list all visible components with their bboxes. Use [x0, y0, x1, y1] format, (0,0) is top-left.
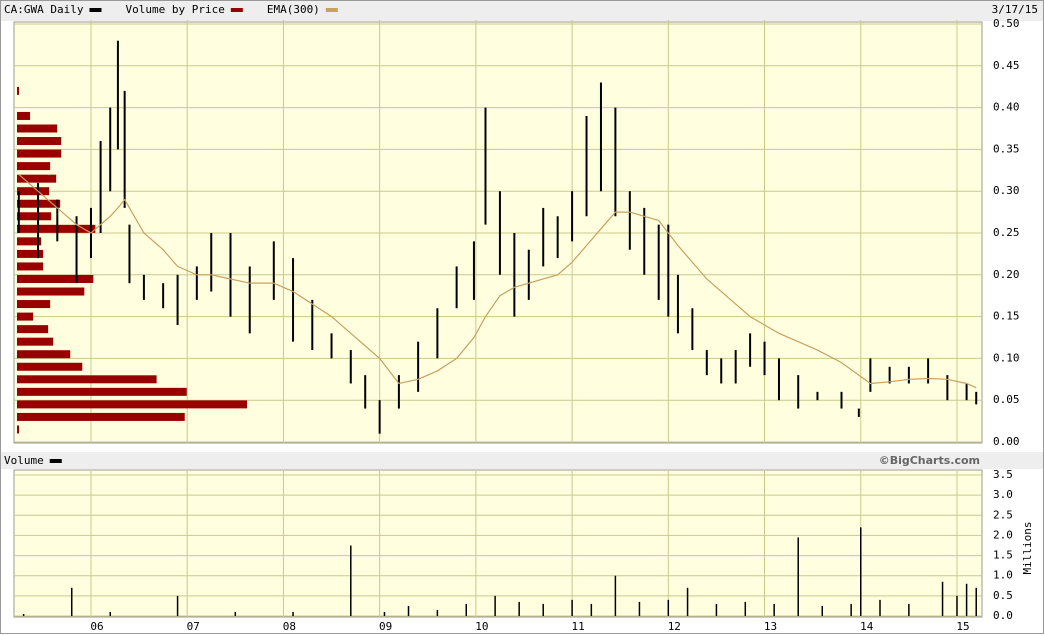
- volume-by-price-bar: [17, 149, 62, 158]
- volume-by-price-bar: [17, 86, 20, 95]
- y-tick-label: 0.25: [993, 226, 1020, 239]
- volume-by-price-bar: [17, 425, 20, 434]
- volume-by-price-bar: [17, 124, 58, 133]
- volume-by-price-bar: [17, 287, 85, 296]
- x-tick-label: 11: [571, 620, 584, 633]
- volume-header-bar: [1, 452, 1043, 469]
- volume-by-price-bar: [17, 400, 247, 409]
- x-tick-label: 15: [956, 620, 969, 633]
- y-tick-label: 0.5: [993, 589, 1013, 602]
- legend-label: Volume: [4, 454, 44, 467]
- x-tick-label: 07: [187, 620, 200, 633]
- y-axis-label: Millions: [1021, 522, 1034, 575]
- legend-swatch: [49, 459, 62, 463]
- x-tick-label: 12: [668, 620, 681, 633]
- volume-by-price-bar: [17, 300, 51, 309]
- volume-by-price-bar: [17, 387, 187, 396]
- y-tick-label: 0.35: [993, 142, 1020, 155]
- x-tick-label: 10: [475, 620, 488, 633]
- volume-by-price-bar: [17, 212, 52, 221]
- volume-by-price-bar: [17, 325, 49, 334]
- x-tick-label: 13: [764, 620, 777, 633]
- volume-plot: [13, 469, 983, 618]
- y-tick-label: 1.0: [993, 569, 1013, 582]
- y-tick-label: 2.5: [993, 508, 1013, 521]
- volume-by-price-bar: [17, 137, 62, 146]
- y-tick-label: 0.30: [993, 184, 1020, 197]
- volume-by-price-bar: [17, 262, 44, 271]
- volume-by-price-bar: [17, 350, 71, 359]
- volume-by-price-bar: [17, 249, 44, 258]
- legend-swatch: [89, 8, 102, 12]
- volume-by-price-bar: [17, 237, 42, 246]
- credit: ©BigCharts.com: [879, 454, 980, 467]
- y-tick-label: 3.5: [993, 468, 1013, 481]
- y-tick-label: 0.0: [993, 609, 1013, 622]
- ema-line: [18, 174, 977, 389]
- y-tick-label: 0.50: [993, 17, 1020, 30]
- volume-by-price-bar: [17, 312, 34, 321]
- y-tick-label: 0.00: [993, 435, 1020, 448]
- header-bar: [1, 1, 1043, 21]
- legend-swatch: [230, 8, 243, 12]
- volume-by-price-bar: [17, 174, 57, 183]
- y-tick-label: 1.5: [993, 549, 1013, 562]
- y-tick-label: 3.0: [993, 488, 1013, 501]
- x-tick-label: 08: [283, 620, 296, 633]
- y-tick-label: 2.0: [993, 528, 1013, 541]
- x-tick-label: 09: [379, 620, 392, 633]
- volume-by-price-bar: [17, 412, 185, 421]
- y-tick-label: 0.05: [993, 393, 1020, 406]
- legend-swatch: [325, 8, 338, 12]
- volume-by-price-bar: [17, 162, 51, 171]
- legend-label: CA:GWA Daily: [4, 3, 84, 16]
- volume-by-price-bar: [17, 224, 96, 233]
- volume-by-price-bar: [17, 274, 94, 283]
- x-tick-label: 06: [90, 620, 103, 633]
- volume-by-price-bar: [17, 187, 50, 196]
- y-tick-label: 0.15: [993, 310, 1020, 323]
- legend-label: EMA(300): [267, 3, 320, 16]
- volume-by-price-bar: [17, 337, 54, 346]
- legend-label: Volume by Price: [125, 3, 224, 16]
- volume-by-price-bar: [17, 375, 157, 384]
- y-tick-label: 0.20: [993, 268, 1020, 281]
- volume-by-price-bar: [17, 111, 31, 120]
- volume-by-price-bar: [17, 362, 83, 371]
- y-tick-label: 0.40: [993, 101, 1020, 114]
- y-tick-label: 0.10: [993, 351, 1020, 364]
- x-tick-label: 14: [860, 620, 874, 633]
- y-tick-label: 0.45: [993, 59, 1020, 72]
- date: 3/17/15: [992, 3, 1038, 16]
